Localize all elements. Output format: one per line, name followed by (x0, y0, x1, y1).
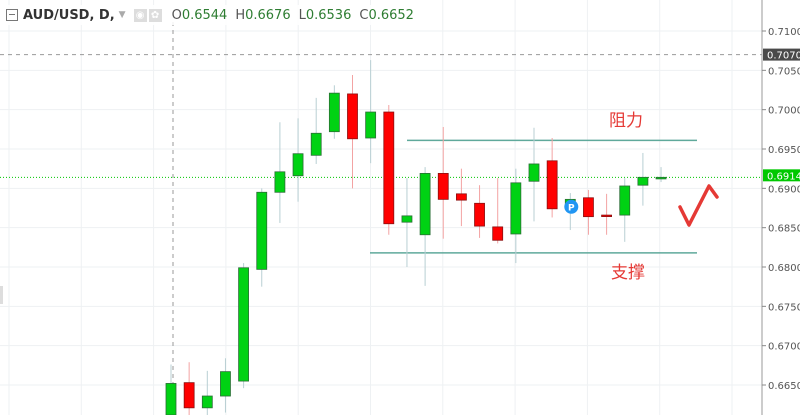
candle-body (601, 214, 612, 217)
candle-body (220, 371, 231, 397)
chart-legend: AUD/USD, D, ▼ ◉ ✿ O 0.6544 H 0.6676 L 0.653… (6, 5, 414, 25)
support-label: 支撑 (611, 263, 645, 283)
candle-body (328, 92, 340, 133)
candle-body (292, 153, 304, 177)
y-tick-label: 0.7050 (768, 66, 800, 77)
open-value: 0.6544 (181, 7, 228, 23)
candle-body (437, 172, 449, 200)
eye-icon[interactable]: ◉ (133, 8, 147, 22)
low-key: L (298, 7, 306, 23)
candle-body (383, 111, 395, 225)
last-price-tag (763, 169, 800, 182)
close-value: 0.6652 (368, 7, 414, 23)
candle-body (419, 172, 431, 236)
resistance-label: 阻力 (609, 111, 643, 131)
left-drag-handle[interactable] (0, 286, 3, 304)
y-tick-label: 0.7000 (768, 106, 800, 117)
candle-body (256, 191, 268, 270)
candle-body (637, 176, 649, 186)
candle-body (492, 226, 504, 241)
symbol-label[interactable]: AUD/USD, D, (23, 7, 115, 23)
marker-p-icon (564, 199, 579, 214)
candle-body (474, 202, 485, 227)
high-value: 0.6676 (245, 7, 291, 23)
last-price-label: 0.6914 (767, 171, 800, 182)
open-key: O (171, 7, 182, 23)
high-key: H (235, 7, 246, 23)
candle-body (455, 193, 467, 201)
candle-body (528, 163, 540, 182)
y-tick-label: 0.6800 (768, 263, 800, 274)
candle-body (546, 160, 558, 210)
candle-body (365, 111, 377, 139)
candle-body (347, 93, 358, 140)
crosshair-price-label: 0.7070 (767, 51, 800, 62)
marker-p-label: P (568, 203, 575, 213)
y-tick-label: 0.6650 (768, 381, 800, 392)
candle-body (238, 267, 250, 382)
y-tick-label: 0.6850 (768, 224, 800, 235)
candle-body (619, 185, 631, 216)
checkmark-icon (678, 184, 719, 227)
price-axis-background (762, 0, 800, 415)
y-tick-label: 0.7100 (768, 27, 800, 38)
crosshair-price-tag (763, 48, 800, 61)
collapse-legend-icon[interactable] (6, 9, 18, 21)
y-tick-label: 0.6900 (768, 184, 800, 195)
candle-body (510, 182, 522, 235)
candle-body (274, 171, 286, 193)
candle-body (583, 197, 594, 218)
candle-body (183, 382, 195, 409)
y-tick-label: 0.6950 (768, 145, 800, 156)
chevron-down-icon[interactable]: ▼ (118, 10, 126, 20)
candle-body (655, 176, 667, 180)
candle-body (310, 132, 322, 156)
candle-body (201, 395, 213, 409)
low-value: 0.6536 (305, 7, 352, 23)
candle-body (401, 215, 413, 223)
close-key: C (359, 7, 369, 23)
gear-icon[interactable]: ✿ (148, 8, 162, 22)
y-tick-label: 0.6700 (768, 342, 800, 353)
y-tick-label: 0.6750 (768, 302, 800, 313)
candle-body (165, 383, 177, 415)
